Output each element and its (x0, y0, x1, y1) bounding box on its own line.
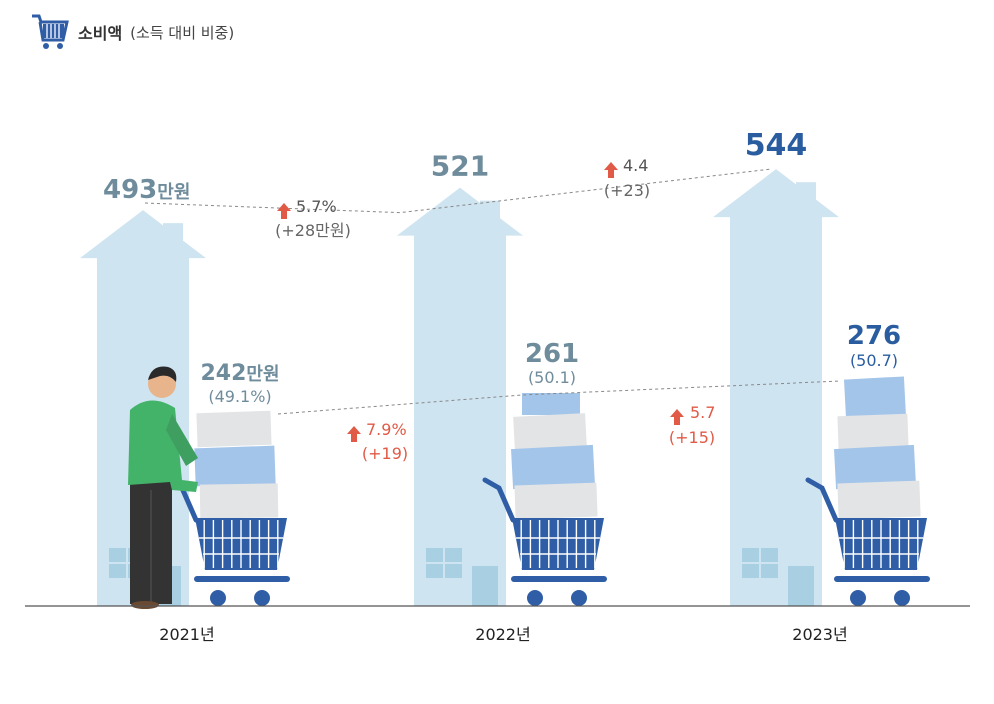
x-tick-label: 2022년 (475, 625, 530, 644)
person-shirt (128, 400, 198, 492)
income-change-pct: 5.7% (296, 197, 337, 216)
house-roof (713, 169, 839, 218)
chart-title: 소비액 (소득 대비 비중) (30, 12, 234, 52)
income-change-abs: (+23) (604, 181, 650, 200)
house-roof (397, 187, 523, 236)
x-tick-label: 2021년 (159, 625, 214, 644)
person-illustration (128, 366, 198, 609)
cart-wheel (571, 590, 587, 606)
consumption-trend-line (277, 380, 841, 415)
consumption-change-abs: (+19) (362, 444, 408, 463)
consumption-label-2022: 261 (525, 339, 579, 369)
box (834, 444, 916, 490)
box (194, 445, 276, 487)
income-change-abs: (+28만원) (275, 221, 351, 240)
consumption-share-2023: (50.7) (850, 351, 898, 370)
cart-wheel (254, 590, 270, 606)
house-body (730, 216, 822, 606)
house-door (788, 566, 814, 606)
person-hair (148, 366, 177, 382)
up-arrow-icon (670, 409, 684, 425)
consumption-share-2022: (50.1) (528, 368, 576, 387)
person-shoe (131, 601, 159, 609)
up-arrow-icon (604, 162, 618, 178)
consumption-cart-2022년 (482, 477, 607, 606)
consumption-change-pct: 5.7 (690, 403, 715, 422)
cart-wheel (210, 590, 226, 606)
house-body (414, 234, 506, 606)
box (196, 410, 272, 448)
consumption-label-2023: 276 (847, 321, 901, 351)
box (522, 393, 580, 415)
cart-base (511, 576, 607, 582)
cart-base (194, 576, 290, 582)
chart-title-main: 소비액 (78, 24, 123, 43)
box (837, 413, 909, 451)
house-door (472, 566, 498, 606)
box (513, 413, 587, 451)
cart-wheel (527, 590, 543, 606)
box (514, 482, 598, 520)
up-arrow-icon (277, 203, 291, 219)
income-bar-2023년 (713, 169, 839, 606)
consumption-share-2021: (49.1%) (208, 387, 271, 406)
consumption-change-pct: 7.9% (366, 420, 407, 439)
box (843, 376, 907, 420)
person-arm (166, 414, 198, 466)
cart-handle (805, 477, 839, 523)
consumption-label-2021: 242만원 (200, 361, 279, 386)
box (199, 483, 279, 519)
shopping-cart-icon (32, 14, 69, 49)
income-label-2023: 544 (745, 128, 808, 163)
income-bar-2022년 (397, 187, 523, 606)
x-tick-label: 2023년 (792, 625, 847, 644)
income-label-2021: 493만원 (103, 175, 190, 205)
cart-wheel (850, 590, 866, 606)
chart-title-sub: (소득 대비 비중) (130, 23, 235, 42)
box (511, 444, 595, 490)
consumption-change-abs: (+15) (669, 428, 715, 447)
house-roof (80, 210, 206, 259)
cart-wheel (894, 590, 910, 606)
cart-base (834, 576, 930, 582)
box (837, 480, 921, 520)
income-change-pct: 4.4 (623, 156, 648, 175)
consumption-cart-2023년 (805, 477, 930, 606)
income-trend-line (144, 168, 771, 214)
cart-handle (482, 477, 516, 523)
up-arrow-icon (347, 426, 361, 442)
income-label-2022: 521 (431, 150, 489, 183)
